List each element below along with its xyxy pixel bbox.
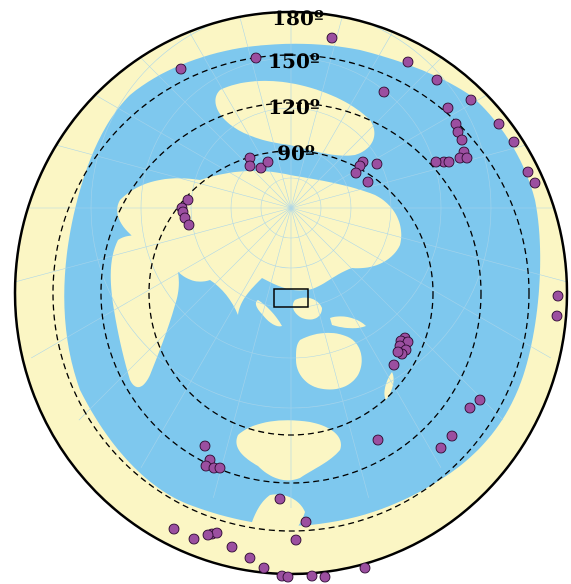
event-marker [202,529,214,541]
event-marker [552,290,564,302]
ring-label-120: 120º [268,95,320,119]
event-marker [300,516,312,528]
event-marker [211,527,223,539]
event-marker [362,176,374,188]
event-marker [319,571,331,583]
event-marker [282,571,294,583]
event-marker [359,562,371,574]
event-marker [250,52,262,64]
event-marker [262,156,274,168]
event-marker [529,177,541,189]
distance-ring-90 [148,150,434,436]
ring-label-180: 180º [272,6,324,30]
distance-rings [52,54,530,532]
event-marker [306,570,318,582]
event-marker [551,310,563,322]
event-marker [255,162,267,174]
station-box [273,288,309,308]
australia-land [296,332,362,390]
parallel-line [190,107,392,309]
ring-label-90: 90º [277,141,315,165]
event-marker [274,493,286,505]
distance-ring-150 [52,54,530,532]
event-marker [188,533,200,545]
parallel-line [140,57,442,359]
event-marker [244,552,256,564]
event-marker [226,541,238,553]
event-marker [431,74,443,86]
event-marker [378,86,390,98]
event-marker [350,167,362,179]
event-marker [522,166,534,178]
event-marker [446,430,458,442]
event-marker [244,160,256,172]
event-marker [258,562,270,574]
earthquake-events [168,32,564,583]
event-marker [372,434,384,446]
event-marker [456,134,468,146]
sumatra-land [255,300,282,327]
event-marker [402,56,414,68]
distance-ring-120 [100,102,482,484]
event-marker [508,136,520,148]
event-marker [474,394,486,406]
antarctica-land [236,420,341,481]
event-marker [464,402,476,414]
event-marker [392,346,404,358]
event-marker [183,219,195,231]
asia-europe-land [117,170,402,315]
event-marker [430,156,442,168]
new-zealand-land [384,372,394,400]
event-marker [443,156,455,168]
event-marker [461,152,473,164]
parallel-line [230,147,352,269]
event-marker [199,440,211,452]
event-marker [214,462,226,474]
ring-label-150: 150º [268,49,320,73]
event-marker [168,523,180,535]
africa-land [110,235,179,388]
greenland-land [267,115,310,138]
event-marker [326,32,338,44]
event-marker [493,118,505,130]
event-marker [465,94,477,106]
event-marker [388,359,400,371]
new-guinea-land [330,316,366,329]
parallel-line [260,177,322,239]
event-marker [435,442,447,454]
event-marker [290,534,302,546]
borneo-land [292,297,322,320]
parallel-line [90,12,492,409]
event-marker [182,194,194,206]
graticule [15,12,567,508]
event-marker [442,102,454,114]
event-marker [175,63,187,75]
event-marker [371,158,383,170]
